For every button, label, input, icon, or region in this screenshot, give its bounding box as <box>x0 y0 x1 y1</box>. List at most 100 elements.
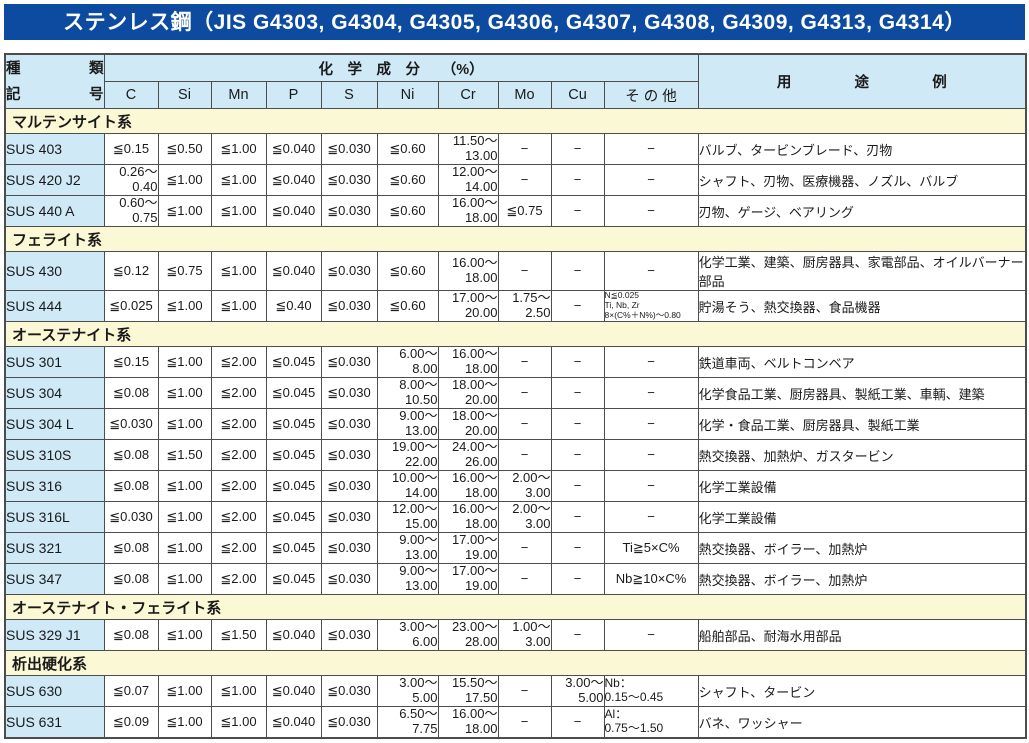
steel-code-cell: SUS 321 <box>4 532 105 564</box>
si-value-cell: ≦1.00 <box>157 290 212 322</box>
column-header-cr: Cr <box>437 81 499 109</box>
s-value-cell: ≦0.030 <box>320 290 378 322</box>
cr-value-cell: 15.50～ 17.50 <box>437 675 499 707</box>
mn-value-cell: ≦2.00 <box>210 501 267 533</box>
cu-value-cell: − <box>550 195 605 227</box>
steel-code-cell: SUS 444 <box>4 290 105 322</box>
p-value-cell: ≦0.40 <box>265 290 322 322</box>
mo-value-cell: − <box>497 346 552 378</box>
symbol-label: 記 号 <box>6 86 104 103</box>
si-value-cell: ≦1.00 <box>157 346 212 378</box>
s-value-cell: ≦0.030 <box>320 133 378 165</box>
p-value-cell: ≦0.040 <box>265 251 322 291</box>
cu-value-cell: − <box>550 346 605 378</box>
table-header: 種 類 記 号 化 学 成 分 （%） 用 途 例 C Si Mn P S Ni… <box>4 53 1027 109</box>
column-header-s: S <box>320 81 378 109</box>
usage-cell: 熱交換器、ボイラー、加熱炉 <box>697 563 1027 595</box>
column-header-other: そ の 他 <box>603 81 699 109</box>
other-value-cell: Nb≧10×C% <box>603 563 699 595</box>
si-value-cell: ≦1.50 <box>157 439 212 471</box>
cr-value-cell: 17.00～ 19.00 <box>437 532 499 564</box>
steel-code-cell: SUS 316L <box>4 501 105 533</box>
cu-value-cell: − <box>550 563 605 595</box>
mn-value-cell: ≦2.00 <box>210 532 267 564</box>
c-value-cell: ≦0.07 <box>103 675 159 707</box>
si-value-cell: ≦1.00 <box>157 563 212 595</box>
c-value-cell: ≦0.08 <box>103 377 159 409</box>
c-value-cell: ≦0.15 <box>103 346 159 378</box>
section-row: 析出硬化系 <box>4 650 1027 676</box>
ni-value-cell: ≦0.60 <box>376 290 439 322</box>
p-value-cell: ≦0.040 <box>265 706 322 739</box>
cu-value-cell: − <box>550 133 605 165</box>
usage-cell: 化学・食品工業、厨房器具、製紙工業 <box>697 408 1027 440</box>
table-row: SUS 430 ≦0.12 ≦0.75 ≦1.00 ≦0.040 ≦0.030 ≦0.60 1… <box>4 251 1027 291</box>
p-value-cell: ≦0.045 <box>265 501 322 533</box>
cr-value-cell: 16.00～ 18.00 <box>437 706 499 739</box>
mn-value-cell: ≦1.00 <box>210 675 267 707</box>
usage-cell: シャフト、刃物、医療機器、ノズル、バルブ <box>697 164 1027 196</box>
c-value-cell: ≦0.12 <box>103 251 159 291</box>
ni-value-cell: 9.00～ 13.00 <box>376 408 439 440</box>
ni-value-cell: 6.50～ 7.75 <box>376 706 439 739</box>
steel-code-cell: SUS 310S <box>4 439 105 471</box>
cu-value-cell: − <box>550 251 605 291</box>
p-value-cell: ≦0.045 <box>265 408 322 440</box>
type-label: 種 類 <box>6 60 104 77</box>
s-value-cell: ≦0.030 <box>320 439 378 471</box>
other-value-cell: − <box>603 251 699 291</box>
s-value-cell: ≦0.030 <box>320 706 378 739</box>
si-value-cell: ≦1.00 <box>157 675 212 707</box>
c-value-cell: ≦0.08 <box>103 470 159 502</box>
s-value-cell: ≦0.030 <box>320 195 378 227</box>
column-header-p: P <box>265 81 322 109</box>
steel-code-cell: SUS 304 L <box>4 408 105 440</box>
ni-value-cell: ≦0.60 <box>376 164 439 196</box>
steel-code-cell: SUS 630 <box>4 675 105 707</box>
other-value-cell: − <box>603 195 699 227</box>
section-row: オーステナイト・フェライト系 <box>4 594 1027 620</box>
other-value-cell: − <box>603 439 699 471</box>
other-value-cell: − <box>603 346 699 378</box>
steel-code-cell: SUS 430 <box>4 251 105 291</box>
c-value-cell: ≦0.15 <box>103 133 159 165</box>
c-value-cell: ≦0.025 <box>103 290 159 322</box>
column-header-si: Si <box>157 81 212 109</box>
si-value-cell: ≦1.00 <box>157 532 212 564</box>
cu-value-cell: − <box>550 532 605 564</box>
cr-value-cell: 24.00～ 26.00 <box>437 439 499 471</box>
cr-value-cell: 18.00～ 20.00 <box>437 408 499 440</box>
cu-value-cell: − <box>550 377 605 409</box>
mn-value-cell: ≦1.00 <box>210 164 267 196</box>
section-title: マルテンサイト系 <box>4 108 1027 134</box>
ni-value-cell: 3.00～ 6.00 <box>376 619 439 651</box>
table-row: SUS 440 A 0.60～ 0.75 ≦1.00 ≦1.00 ≦0.040 ≦0.03… <box>4 195 1027 227</box>
cu-value-cell: − <box>550 706 605 739</box>
s-value-cell: ≦0.030 <box>320 408 378 440</box>
table-row: SUS 304 ≦0.08 ≦1.00 ≦2.00 ≦0.045 ≦0.030 8.00～ … <box>4 377 1027 409</box>
section-title: オーステナイト・フェライト系 <box>4 594 1027 620</box>
mo-value-cell: − <box>497 563 552 595</box>
ni-value-cell: 9.00～ 13.00 <box>376 563 439 595</box>
column-header-mn: Mn <box>210 81 267 109</box>
column-header-c: C <box>103 81 159 109</box>
mn-value-cell: ≦1.00 <box>210 706 267 739</box>
p-value-cell: ≦0.040 <box>265 675 322 707</box>
mo-value-cell: − <box>497 706 552 739</box>
other-value-cell: − <box>603 408 699 440</box>
ni-value-cell: ≦0.60 <box>376 133 439 165</box>
section-row: オーステナイト系 <box>4 321 1027 347</box>
cr-value-cell: 23.00～ 28.00 <box>437 619 499 651</box>
p-value-cell: ≦0.045 <box>265 346 322 378</box>
si-value-cell: ≦0.75 <box>157 251 212 291</box>
s-value-cell: ≦0.030 <box>320 619 378 651</box>
cu-value-cell: − <box>550 619 605 651</box>
cr-value-cell: 18.00～ 20.00 <box>437 377 499 409</box>
other-value-cell: N≦0.025 Ti, Nb, Zr 8×(C%＋N%)～0.80 <box>603 290 699 322</box>
other-value-cell: − <box>603 164 699 196</box>
si-value-cell: ≦1.00 <box>157 706 212 739</box>
cr-value-cell: 11.50～ 13.00 <box>437 133 499 165</box>
section-title: フェライト系 <box>4 226 1027 252</box>
ni-value-cell: 6.00～ 8.00 <box>376 346 439 378</box>
usage-cell: バネ、ワッシャー <box>697 706 1027 739</box>
